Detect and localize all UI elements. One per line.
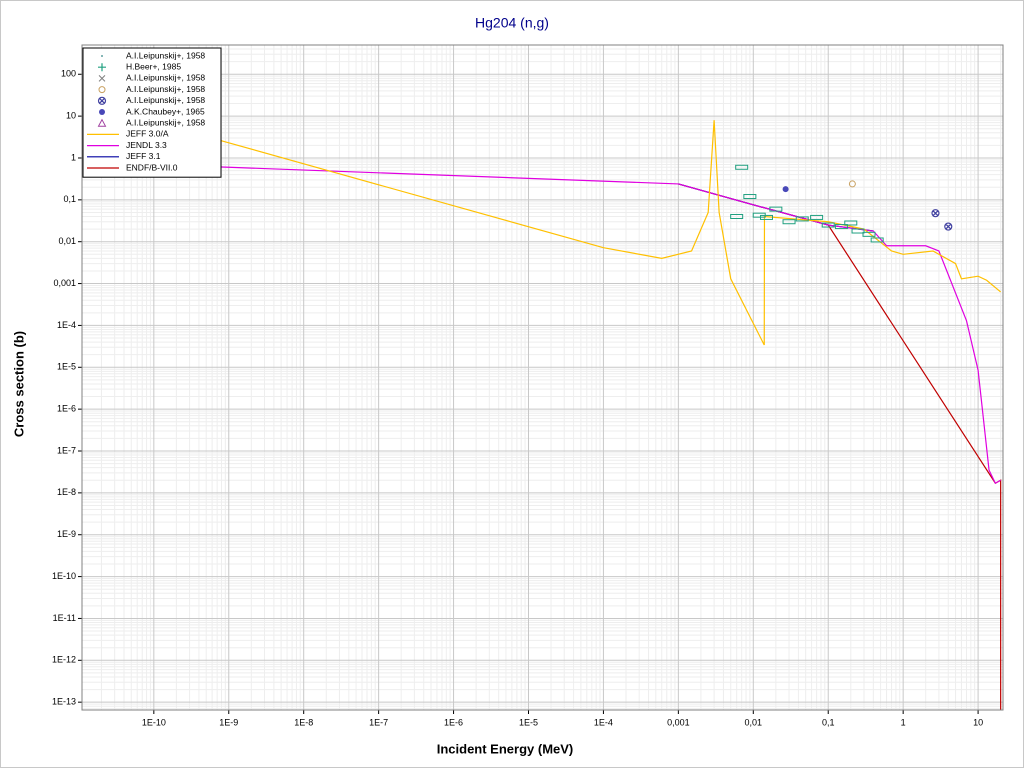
y-tick-label: 1E-6 <box>57 404 76 414</box>
legend-label: A.I.Leipunskij+, 1958 <box>126 117 205 127</box>
y-tick-label: 1E-13 <box>52 697 76 707</box>
point <box>810 214 824 220</box>
legend-label: JENDL 3.3 <box>126 140 167 150</box>
legend-label: ENDF/B-VII.0 <box>126 162 178 172</box>
x-tick-label: 0,001 <box>667 717 690 727</box>
point <box>944 222 953 231</box>
x-tick-label: 0,01 <box>745 717 763 727</box>
point <box>931 209 940 218</box>
point <box>795 216 809 222</box>
x-tick-label: 1E-9 <box>219 717 238 727</box>
x-tick-label: 1E-4 <box>594 717 613 727</box>
y-tick-label: 0,1 <box>63 194 76 204</box>
point <box>851 228 865 234</box>
x-tick-label: 1E-10 <box>142 717 166 727</box>
point <box>743 194 757 200</box>
point <box>759 214 773 220</box>
plot-border <box>81 44 1004 711</box>
x-tick-label: 1E-6 <box>444 717 463 727</box>
legend-marker <box>97 96 107 105</box>
point <box>821 222 835 228</box>
y-tick-label: 1E-5 <box>57 362 76 372</box>
y-tick-label: 1E-9 <box>57 529 76 539</box>
y-tick-label: 10 <box>66 110 76 120</box>
point <box>769 206 783 212</box>
legend-label: A.K.Chaubey+, 1965 <box>126 106 205 116</box>
line <box>82 101 1002 346</box>
y-tick-label: 1E-11 <box>53 613 76 623</box>
x-tick-label: 1E-5 <box>519 717 538 727</box>
point <box>834 224 848 230</box>
legend-marker <box>97 118 107 127</box>
legend-label: H.Beer+, 1985 <box>126 61 181 71</box>
legend-box <box>82 47 222 178</box>
legend-label: JEFF 3.1 <box>126 151 161 161</box>
y-tick-label: 1E-8 <box>57 487 76 497</box>
line <box>82 161 1001 485</box>
plot-area <box>82 45 1003 710</box>
y-tick-label: 1 <box>71 152 76 162</box>
y-tick-label: 1E-7 <box>57 445 76 455</box>
point <box>844 220 858 226</box>
plot-content <box>82 101 1002 710</box>
x-tick-label: 1E-8 <box>294 717 313 727</box>
legend-marker <box>98 75 106 82</box>
point <box>782 219 796 225</box>
legend-label: A.I.Leipunskij+, 1958 <box>126 73 205 83</box>
x-tick-label: 10 <box>973 717 983 727</box>
legend-marker <box>98 63 106 72</box>
y-tick-label: 1E-4 <box>57 320 76 330</box>
chart-title: Hg204 (n,g) <box>475 15 549 31</box>
point <box>870 237 884 243</box>
legend-marker <box>98 86 106 94</box>
x-axis-label: Incident Energy (MeV) <box>437 741 574 756</box>
y-tick-label: 100 <box>61 69 76 79</box>
legend-label: A.I.Leipunskij+, 1958 <box>126 84 205 94</box>
x-tick-label: 1E-7 <box>369 717 388 727</box>
legend-marker <box>99 109 105 115</box>
point <box>782 186 789 193</box>
legend-label: JEFF 3.0/A <box>126 129 169 139</box>
y-tick-label: 0,001 <box>53 278 76 288</box>
x-tick-label: 1 <box>901 717 906 727</box>
point <box>730 213 744 219</box>
legend-label: A.I.Leipunskij+, 1958 <box>126 50 205 60</box>
x-tick-label: 0,1 <box>822 717 835 727</box>
legend-marker <box>101 55 103 57</box>
legend-label: A.I.Leipunskij+, 1958 <box>126 95 205 105</box>
y-tick-label: 0,01 <box>58 236 76 246</box>
point <box>862 231 876 237</box>
y-tick-label: 1E-10 <box>52 571 76 581</box>
point <box>848 180 856 188</box>
y-tick-label: 1E-12 <box>52 655 76 665</box>
y-axis-label: Cross section (b) <box>11 331 26 437</box>
point <box>735 164 749 170</box>
